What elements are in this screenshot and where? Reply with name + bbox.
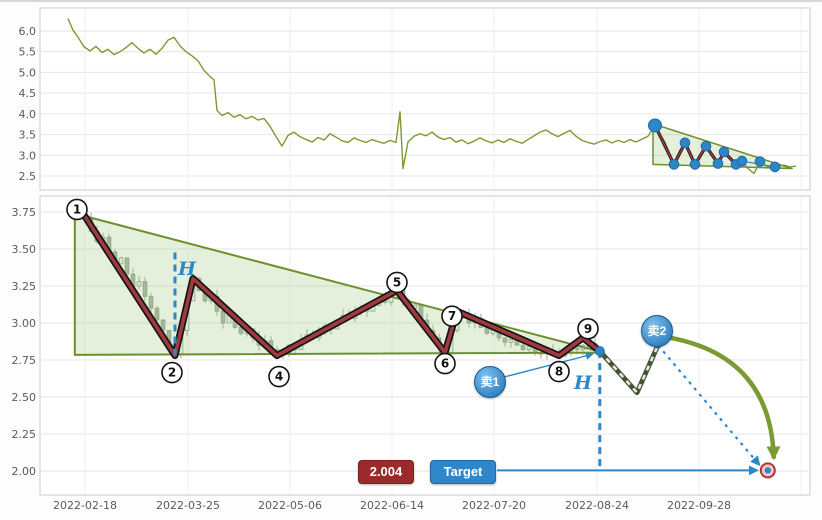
overview-panel: [67, 18, 797, 175]
svg-text:2022-09-28: 2022-09-28: [667, 499, 731, 512]
svg-text:1: 1: [73, 202, 81, 216]
target-badge: Target: [430, 460, 496, 484]
grid-lines: [0, 0, 822, 496]
svg-text:5: 5: [393, 275, 401, 289]
svg-text:6: 6: [441, 357, 449, 371]
pattern-height-label-2: H: [574, 372, 592, 394]
svg-text:4.5: 4.5: [19, 87, 37, 100]
svg-text:3.50: 3.50: [12, 243, 37, 256]
svg-text:8: 8: [555, 365, 563, 379]
svg-text:5.0: 5.0: [19, 66, 37, 79]
sell-signal-2-badge: 卖2: [641, 315, 673, 347]
svg-text:6.0: 6.0: [19, 25, 37, 38]
measured-move-badge: 2.004: [358, 460, 414, 484]
svg-text:2022-06-14: 2022-06-14: [360, 499, 424, 512]
svg-text:2022-05-06: 2022-05-06: [258, 499, 322, 512]
axis-labels: 6.0 5.5 5.0 4.5 4.0 3.5 3.0 2.5 3.75 3.50 3.25 3.00…: [12, 25, 731, 512]
svg-text:2022-07-20: 2022-07-20: [462, 499, 526, 512]
svg-text:9: 9: [584, 322, 592, 336]
svg-text:3.5: 3.5: [19, 129, 37, 142]
pattern-height-label-1: H: [178, 258, 196, 280]
svg-text:4: 4: [275, 370, 283, 384]
svg-text:3.75: 3.75: [12, 206, 37, 219]
svg-text:2.75: 2.75: [12, 354, 37, 367]
sell-signal-1-badge: 卖1: [474, 366, 506, 398]
svg-text:5.5: 5.5: [19, 46, 37, 59]
svg-text:2.50: 2.50: [12, 391, 37, 404]
svg-text:2.5: 2.5: [19, 170, 37, 183]
svg-text:3.00: 3.00: [12, 317, 37, 330]
svg-text:2.25: 2.25: [12, 428, 37, 441]
svg-text:7: 7: [448, 309, 456, 323]
svg-text:3.25: 3.25: [12, 280, 37, 293]
svg-text:2: 2: [168, 366, 176, 380]
svg-text:2.00: 2.00: [12, 465, 37, 478]
svg-text:4.0: 4.0: [19, 108, 37, 121]
svg-text:2022-02-18: 2022-02-18: [53, 499, 117, 512]
pattern-annotations: 1 2 4 5 6 7 8 9: [66, 198, 781, 479]
svg-text:3.0: 3.0: [19, 149, 37, 162]
svg-text:2022-08-24: 2022-08-24: [565, 499, 629, 512]
svg-text:2022-03-25: 2022-03-25: [156, 499, 220, 512]
